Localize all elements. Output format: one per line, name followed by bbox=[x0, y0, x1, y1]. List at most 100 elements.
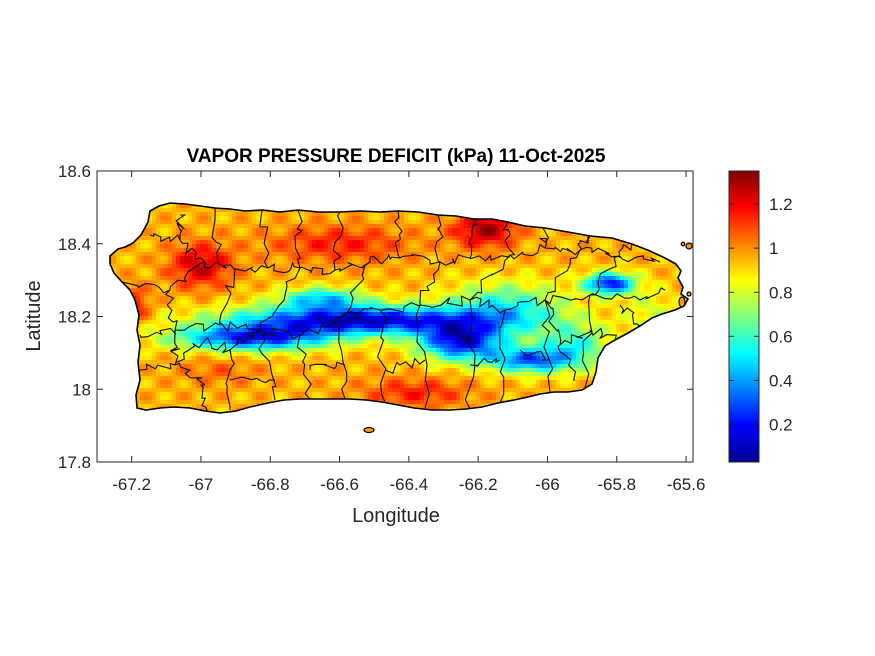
vpd-cell bbox=[220, 312, 225, 317]
vpd-cell bbox=[608, 292, 613, 297]
vpd-cell bbox=[656, 288, 661, 293]
vpd-cell bbox=[200, 272, 205, 277]
vpd-cell bbox=[256, 324, 261, 329]
vpd-cell bbox=[500, 256, 505, 261]
vpd-cell bbox=[268, 252, 273, 257]
vpd-cell bbox=[588, 280, 593, 285]
vpd-cell bbox=[524, 300, 529, 305]
vpd-cell bbox=[284, 296, 289, 301]
vpd-cell bbox=[252, 304, 257, 309]
vpd-cell bbox=[316, 224, 321, 229]
vpd-cell bbox=[328, 260, 333, 265]
vpd-cell bbox=[580, 312, 585, 317]
vpd-cell bbox=[516, 296, 521, 301]
vpd-cell bbox=[156, 316, 161, 321]
vpd-cell bbox=[628, 264, 633, 269]
vpd-cell bbox=[148, 280, 153, 285]
vpd-cell bbox=[560, 324, 565, 329]
vpd-cell bbox=[440, 256, 445, 261]
vpd-cell bbox=[192, 276, 197, 281]
vpd-cell bbox=[252, 284, 257, 289]
vpd-cell bbox=[336, 328, 341, 333]
vpd-cell bbox=[576, 300, 581, 305]
vpd-cell bbox=[396, 240, 401, 245]
vpd-cell bbox=[140, 296, 145, 301]
vpd-cell bbox=[660, 296, 665, 301]
vpd-cell bbox=[388, 272, 393, 277]
vpd-cell bbox=[576, 248, 581, 253]
vpd-cell bbox=[520, 276, 525, 281]
vpd-cell bbox=[520, 248, 525, 253]
vpd-cell bbox=[640, 300, 645, 305]
vpd-cell bbox=[608, 296, 613, 301]
vpd-cell bbox=[600, 240, 605, 245]
vpd-cell bbox=[516, 324, 521, 329]
vpd-cell bbox=[152, 272, 157, 277]
vpd-cell bbox=[284, 240, 289, 245]
vpd-cell bbox=[516, 312, 521, 317]
vpd-cell bbox=[508, 228, 513, 233]
vpd-cell bbox=[288, 296, 293, 301]
vpd-cell bbox=[312, 312, 317, 317]
vpd-cell bbox=[632, 292, 637, 297]
vpd-cell bbox=[228, 304, 233, 309]
vpd-cell bbox=[580, 316, 585, 321]
vpd-cell bbox=[460, 252, 465, 257]
vpd-cell bbox=[256, 232, 261, 237]
vpd-cell bbox=[156, 328, 161, 333]
vpd-cell bbox=[136, 272, 141, 277]
vpd-cell bbox=[600, 292, 605, 297]
vpd-cell bbox=[584, 256, 589, 261]
vpd-cell bbox=[280, 292, 285, 297]
vpd-cell bbox=[324, 288, 329, 293]
vpd-cell bbox=[228, 308, 233, 313]
vpd-cell bbox=[136, 244, 141, 249]
vpd-cell bbox=[412, 256, 417, 261]
vpd-cell bbox=[544, 292, 549, 297]
vpd-cell bbox=[344, 216, 349, 221]
vpd-cell bbox=[292, 316, 297, 321]
vpd-cell bbox=[620, 316, 625, 321]
vpd-cell bbox=[488, 320, 493, 325]
vpd-cell bbox=[392, 272, 397, 277]
vpd-cell bbox=[356, 212, 361, 217]
vpd-cell bbox=[332, 296, 337, 301]
vpd-cell bbox=[652, 268, 657, 273]
vpd-cell bbox=[356, 236, 361, 241]
vpd-cell bbox=[268, 268, 273, 273]
vpd-cell bbox=[140, 292, 145, 297]
vpd-cell bbox=[460, 240, 465, 245]
vpd-cell bbox=[596, 296, 601, 301]
vpd-cell bbox=[400, 296, 405, 301]
vpd-cell bbox=[616, 304, 621, 309]
vpd-cell bbox=[508, 316, 513, 321]
vpd-cell bbox=[592, 236, 597, 241]
vpd-cell bbox=[476, 236, 481, 241]
vpd-cell bbox=[456, 236, 461, 241]
vpd-cell bbox=[600, 272, 605, 277]
vpd-cell bbox=[668, 268, 673, 273]
vpd-cell bbox=[428, 256, 433, 261]
vpd-cell bbox=[164, 312, 169, 317]
vpd-cell bbox=[360, 288, 365, 293]
vpd-cell bbox=[468, 244, 473, 249]
vpd-cell bbox=[204, 240, 209, 245]
vpd-cell bbox=[440, 240, 445, 245]
vpd-cell bbox=[180, 216, 185, 221]
vpd-cell bbox=[172, 260, 177, 265]
vpd-cell bbox=[236, 328, 241, 333]
vpd-cell bbox=[188, 272, 193, 277]
vpd-cell bbox=[576, 236, 581, 241]
vpd-cell bbox=[368, 308, 373, 313]
vpd-cell bbox=[312, 284, 317, 289]
vpd-cell bbox=[356, 240, 361, 245]
vpd-cell bbox=[144, 312, 149, 317]
vpd-cell bbox=[464, 316, 469, 321]
vpd-cell bbox=[268, 240, 273, 245]
vpd-cell bbox=[308, 276, 313, 281]
vpd-cell bbox=[508, 284, 513, 289]
vpd-cell bbox=[428, 288, 433, 293]
vpd-cell bbox=[464, 232, 469, 237]
vpd-cell bbox=[456, 216, 461, 221]
vpd-cell bbox=[148, 324, 153, 329]
